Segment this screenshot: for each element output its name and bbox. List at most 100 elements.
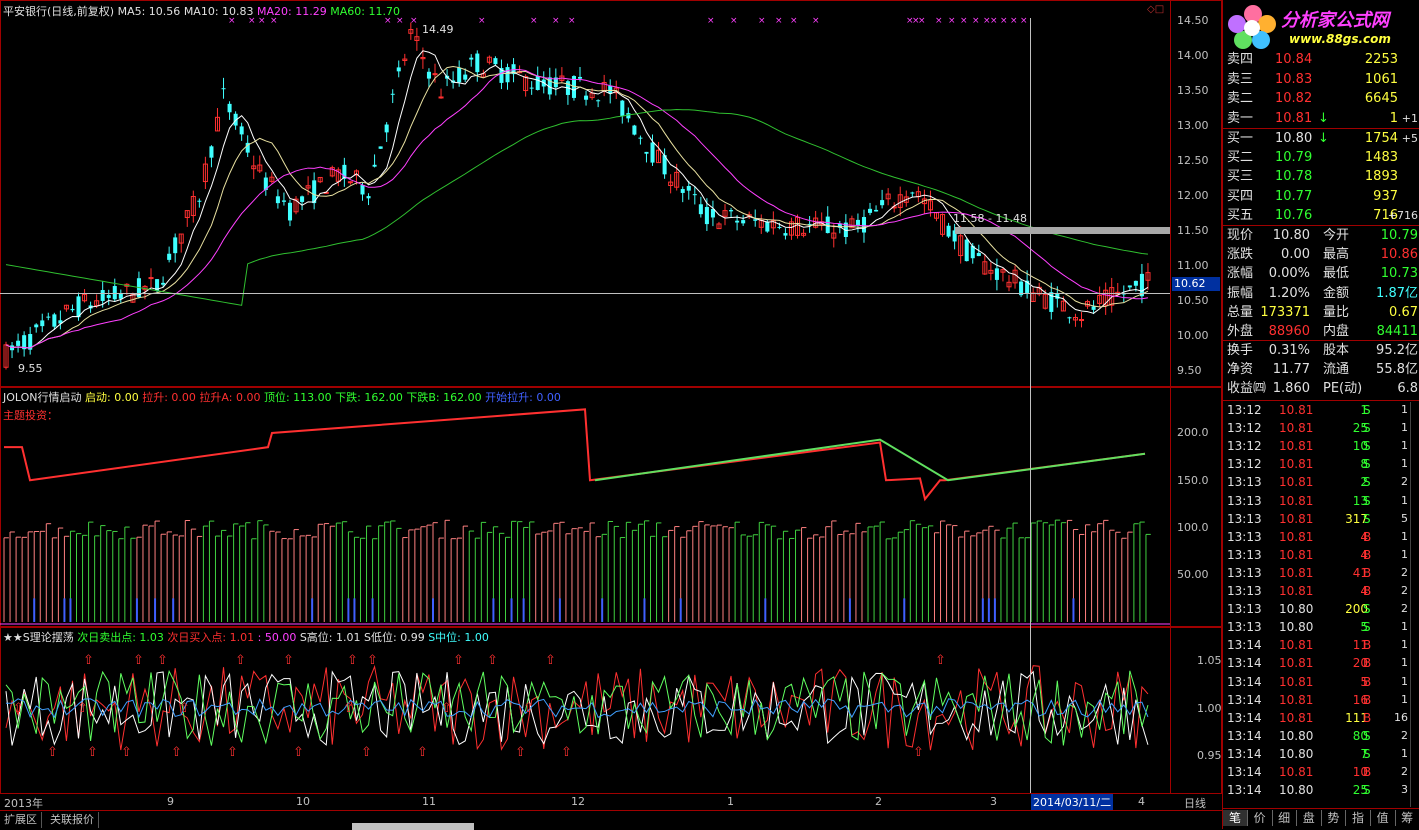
candle-body [287,202,293,221]
tick-row: 13:13 10.81 13 S 1 [1223,492,1419,510]
tick-time: 13:14 [1227,674,1262,689]
ask-row[interactable]: 卖三 10.83 1061 [1223,70,1419,89]
candle-body [1030,292,1036,302]
jolon-panel[interactable] [0,387,1222,627]
signal-marker: × [568,16,576,26]
right-tab[interactable]: 势 [1321,810,1347,826]
tick-time: 13:12 [1227,403,1262,417]
tick-volume: 80 [1352,728,1368,743]
quote-row: 总量 173371 量比 0.67 [1223,303,1419,322]
candle-body [571,76,576,98]
candle-body [1055,293,1060,299]
signal-marker: × [396,16,404,26]
candle-body [360,185,365,195]
chart-area[interactable]: × × × × × × × × × × × × × × × × × × × × × × × × × × × × × 平安银行(日线,前复… [0,0,1222,810]
tick-side: S [1363,602,1371,617]
signal-marker: × [812,16,820,26]
price-panel[interactable] [0,0,1222,387]
signal-marker: × [983,16,991,26]
signal-marker: × [972,16,980,26]
right-tab[interactable]: 指 [1346,810,1371,826]
finance-row: 换手 0.31% 股本 95.2亿 [1223,341,1419,360]
ma5-line [5,50,1149,349]
candle-body [106,295,111,298]
tick-count: 1 [1401,692,1408,706]
finance-label: 股本 [1323,343,1350,358]
candle-body [420,57,426,60]
buy-arrow-icon: ⇧ [523,701,534,716]
ask-row[interactable]: 卖一 10.81 ↓ 1 +1 [1223,109,1419,128]
candle-body [312,180,317,204]
panel-toggle-icon[interactable]: ◇□ [1147,4,1165,15]
tab-extension[interactable]: 扩展区 [0,812,42,828]
finance-label: 流通 [1323,362,1350,378]
low-value: 9.55 [18,362,43,375]
s-tick: 1.05 [1197,654,1222,667]
tick-time: 13:13 [1227,602,1262,617]
ask-label: 卖二 [1227,91,1254,106]
candle-body [100,290,105,301]
signal-marker: × [478,16,486,26]
buy-arrow-icon: ⇧ [47,745,58,760]
s-low: S低位: 0.99 [364,631,425,644]
tick-time: 13:13 [1227,475,1262,490]
jolon-begin: 开始拉升: 0.00 [485,391,561,404]
quote-value: 84411 [1376,324,1418,339]
tick-volume: 8 [1360,457,1368,472]
s-sell: 次日卖出点: 1.03 [77,631,164,644]
bid-row[interactable]: 买四 10.77 937 [1223,187,1419,206]
candle-body [946,225,951,237]
tick-count: 1 [1401,529,1408,543]
tick-count: 2 [1401,602,1408,616]
candle-body [964,239,969,262]
candle-body [63,304,69,310]
tick-side: B [1363,547,1372,562]
candle-body [777,226,782,228]
candle-body [342,164,347,179]
scrollbar[interactable] [352,823,474,830]
tick-side: B [1363,710,1372,725]
ask-volume: 1 [1389,110,1398,126]
candle-body [251,165,257,170]
bid-row[interactable]: 买一 10.80 ↓ 1754 +5 [1223,129,1419,148]
buy-arrow-icon: ⇧ [13,701,24,716]
right-tab[interactable]: 细 [1272,810,1298,826]
signal-marker: × [707,16,715,26]
candle-body [493,58,498,65]
s-buy: 次日买入点: 1.01 [167,631,255,644]
right-tab[interactable]: 值 [1371,810,1396,826]
bid-row[interactable]: 买三 10.78 1893 [1223,167,1419,186]
jolon-header: JOLON行情启动 启动: 0.00 拉升: 0.00 拉升A: 0.00 顶位… [3,389,561,405]
right-tab[interactable]: 筹 [1395,810,1419,826]
bid-row[interactable]: 买二 10.79 1483 [1223,148,1419,167]
right-tab[interactable]: 价 [1248,810,1273,826]
finance-label: PE(动) [1323,381,1363,397]
jolon-down: 下跌: 162.00 [335,391,403,404]
ask-label: 卖三 [1227,71,1254,87]
quote-value: 1.87亿 [1376,285,1418,301]
s-green-line [5,669,1149,746]
ask-row[interactable]: 卖四 10.84 2253 [1223,50,1419,69]
tab-related-quotes[interactable]: 关联报价 [46,812,99,828]
buy-arrow-icon: ⇧ [121,745,132,760]
tick-row: 13:14 10.81 5 B 1 [1223,673,1419,691]
candle-body [952,230,957,242]
divider [1223,225,1419,226]
tick-count: 2 [1401,565,1408,579]
price-axis: 14.50 14.00 13.50 13.00 12.50 12.00 11.5… [1170,0,1222,386]
tick-scrollbar[interactable] [1410,402,1419,807]
candle-body [28,334,33,350]
ask-row[interactable]: 卖二 10.82 6645 [1223,89,1419,108]
jolon-chart[interactable] [0,388,1170,626]
bid-row[interactable]: 买五 10.76 716 +716 [1223,206,1419,225]
signal-marker: × [758,16,766,26]
s-chart[interactable]: ⇧ ⇧ ⇧ ⇧ ⇧ ⇧ ⇧ ⇧ ⇧ ⇧ ⇧ ⇧ ⇧ ⇧ ⇧ ⇧ ⇧ ⇧ ⇧ ⇧ ⇧ ⇧ ⇧ ⇧ ⇧ ⇧ ⇧ ⇧ [0,628,1170,793]
right-tab[interactable]: 盘 [1297,810,1322,826]
period-label[interactable]: 日线 [1184,797,1206,810]
price-chart[interactable]: × × × × × × × × × × × × × × × × × ××× × × × × × × × × × [0,0,1170,386]
right-tab[interactable]: 笔 [1223,810,1248,826]
quote-row: 现价 10.80 今开 10.79 [1223,226,1419,245]
buy-arrow-icon: ⇧ [347,653,358,668]
signal-marker: × [948,16,956,26]
candle-body [190,196,196,217]
